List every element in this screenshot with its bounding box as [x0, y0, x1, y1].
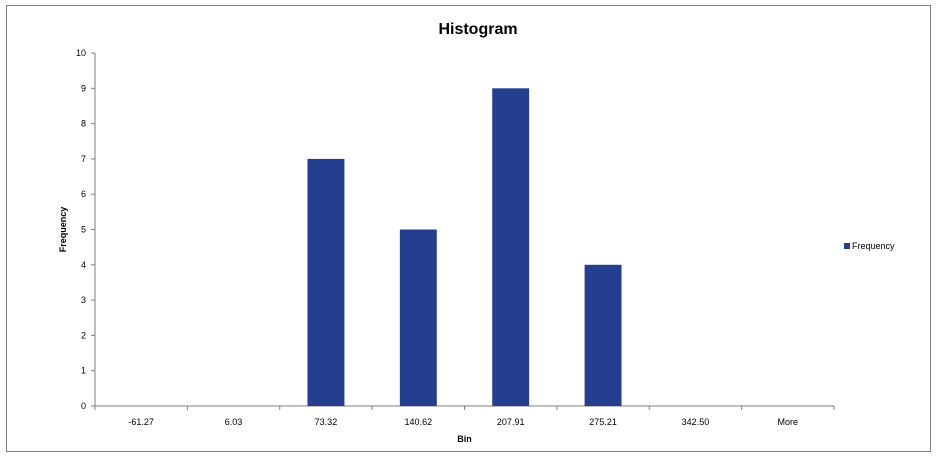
bar [492, 88, 530, 407]
chart-title: Histogram [438, 21, 517, 38]
y-tick-label: 2 [81, 330, 86, 340]
y-tick-label: 5 [81, 225, 86, 235]
legend-label: Frequency [852, 241, 895, 251]
bar [584, 264, 622, 406]
y-tick-label: 6 [81, 189, 86, 199]
bar [399, 229, 437, 406]
legend: Frequency [844, 241, 895, 251]
y-tick-label: 9 [81, 83, 86, 93]
x-tick-label: 342.50 [682, 417, 710, 427]
y-tick-label: 8 [81, 119, 86, 129]
y-tick-label: 0 [81, 401, 86, 411]
x-axis-title: Bin [457, 434, 472, 444]
y-axis-title: Frequency [58, 207, 68, 253]
x-tick-label: -61.27 [128, 417, 154, 427]
legend-swatch [844, 243, 850, 249]
y-tick-label: 10 [76, 48, 86, 58]
bars-group [307, 88, 622, 407]
x-tick-label: 207.91 [497, 417, 525, 427]
y-tick-label: 3 [81, 295, 86, 305]
y-tick-label: 4 [81, 260, 86, 270]
x-tick-label: 140.62 [405, 417, 433, 427]
y-axis: 0 1 2 3 4 5 6 7 8 9 10 [76, 48, 96, 411]
y-tick-label: 7 [81, 154, 86, 164]
x-tick-label: More [778, 417, 799, 427]
chart-frame [6, 5, 931, 452]
x-tick-label: 73.32 [315, 417, 338, 427]
x-tick-label: 6.03 [225, 417, 243, 427]
x-tick-label: 275.21 [589, 417, 617, 427]
bar [307, 158, 345, 406]
x-axis: -61.27 6.03 73.32 140.62 207.91 275.21 342.50 M… [94, 405, 835, 427]
y-tick-label: 1 [81, 366, 86, 376]
